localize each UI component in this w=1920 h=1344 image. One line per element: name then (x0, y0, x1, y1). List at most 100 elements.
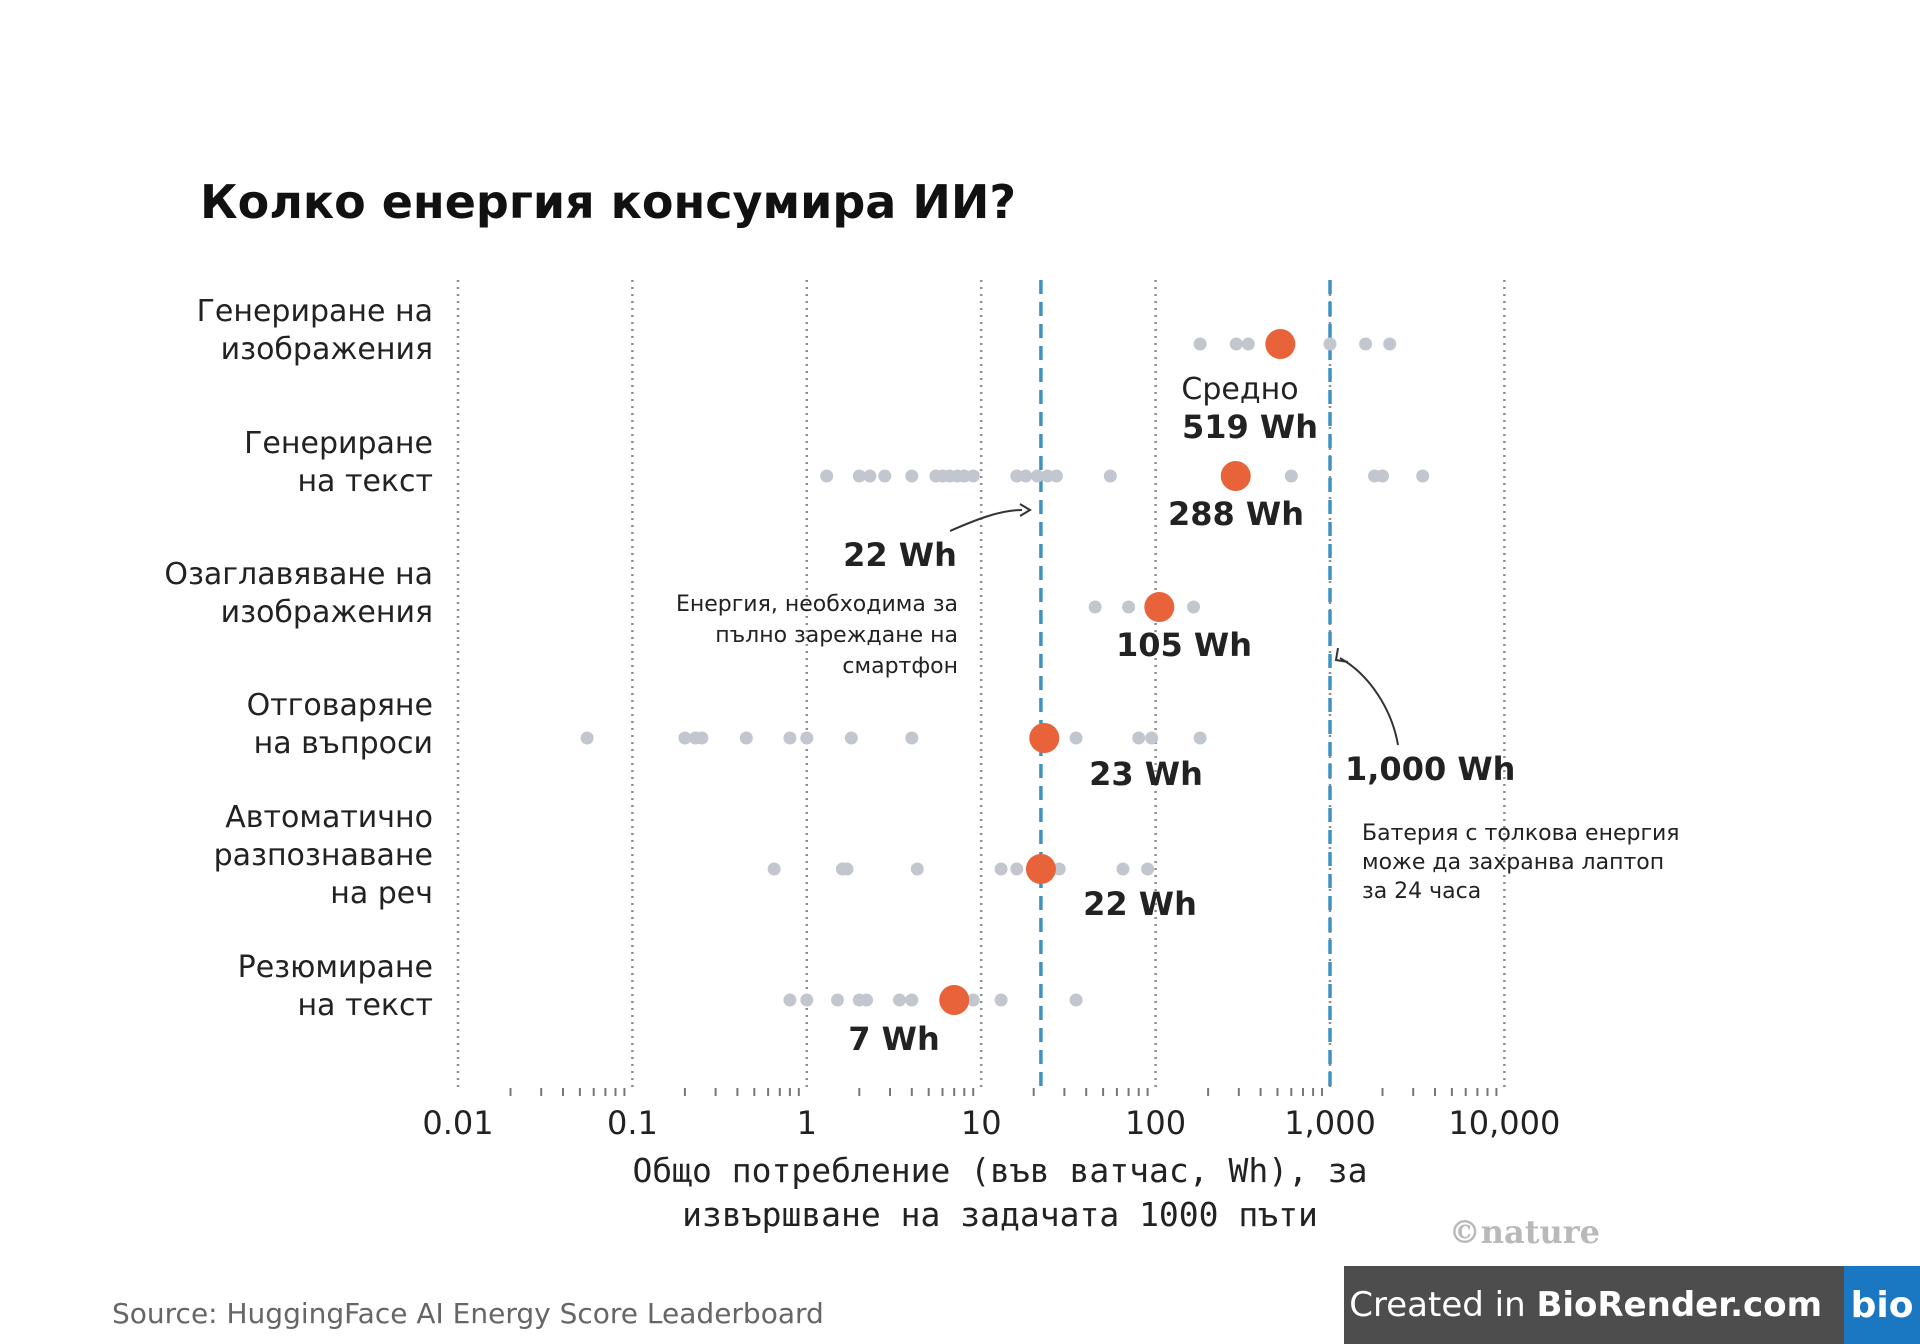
model-point (783, 993, 797, 1007)
x-tick-label: 100 (1125, 1104, 1186, 1142)
model-point (994, 862, 1008, 876)
model-point (852, 469, 866, 483)
model-point (1359, 337, 1373, 351)
model-point (1030, 469, 1044, 483)
model-point (860, 993, 874, 1007)
model-point (1229, 337, 1243, 351)
model-point (678, 731, 692, 745)
model-point (739, 731, 753, 745)
credit-brand: BioRender.com (1536, 1285, 1822, 1325)
x-axis: 0.01 0.1 1 10 100 1,000 10,000 Общо потребление… (422, 1088, 1560, 1234)
x-tick-label: 10 (961, 1104, 1002, 1142)
model-point (994, 993, 1008, 1007)
category-label: изображения (221, 332, 433, 367)
annotation-arrowhead (1334, 647, 1349, 663)
model-point (1019, 469, 1033, 483)
average-point (1220, 461, 1251, 491)
value-label: 7 Wh (848, 1020, 939, 1058)
average-point (1029, 723, 1060, 753)
category-label: Отговаряне (247, 688, 433, 723)
model-point (1116, 862, 1130, 876)
model-point (1241, 337, 1255, 351)
biorender-credit[interactable]: Created in BioRender.com bio (1344, 1266, 1920, 1344)
model-point (580, 731, 594, 745)
average-point (1144, 592, 1175, 622)
grid (456, 280, 1506, 1090)
model-point (783, 731, 797, 745)
category-label: на текст (297, 464, 433, 499)
x-tick-label: 0.1 (607, 1104, 658, 1142)
model-point (1416, 469, 1430, 483)
reference-label: 22 Wh (843, 536, 957, 574)
value-label: 519 Wh (1182, 408, 1318, 446)
value-label: 105 Wh (1116, 626, 1252, 664)
model-point (1193, 337, 1207, 351)
model-point (800, 993, 814, 1007)
source-note: Source: HuggingFace AI Energy Score Lead… (112, 1297, 824, 1330)
model-point (1122, 600, 1136, 614)
reference-note: за 24 часа (1362, 879, 1481, 904)
model-point (957, 469, 971, 483)
average-point (1025, 854, 1056, 884)
model-point (878, 469, 892, 483)
model-point (892, 993, 906, 1007)
value-label: 288 Wh (1168, 495, 1304, 533)
model-point (1069, 731, 1083, 745)
model-point (1132, 731, 1146, 745)
model-point (1145, 731, 1159, 745)
model-point (1141, 862, 1155, 876)
model-point (1187, 600, 1201, 614)
category-label: Генериране (244, 426, 433, 461)
model-point (1010, 469, 1024, 483)
model-point (800, 731, 814, 745)
x-tick-label: 1,000 (1284, 1104, 1376, 1142)
model-point (905, 731, 919, 745)
model-point (910, 862, 924, 876)
value-label: 22 Wh (1083, 885, 1197, 923)
model-point (1069, 993, 1083, 1007)
reference-label: 1,000 Wh (1345, 750, 1515, 788)
annotation-arrowhead (1019, 503, 1032, 517)
biorender-logo: bio (1844, 1266, 1920, 1344)
model-point (1041, 469, 1055, 483)
model-point (831, 993, 845, 1007)
average-point (1265, 329, 1296, 359)
model-point (863, 469, 877, 483)
value-label: Средно (1181, 372, 1298, 407)
model-point (1010, 862, 1024, 876)
average-point (939, 985, 970, 1015)
category-label: изображения (221, 595, 433, 630)
model-point (1284, 469, 1298, 483)
reference-note: пълно зареждане на (715, 623, 958, 648)
model-point (1049, 469, 1063, 483)
reference-lines (1039, 280, 1332, 1090)
model-point (966, 469, 980, 483)
x-tick-label: 10,000 (1448, 1104, 1560, 1142)
model-point (1375, 469, 1389, 483)
model-point (695, 731, 709, 745)
model-point (905, 993, 919, 1007)
category-label: Озаглавяване на (164, 557, 433, 592)
chart-title: Колко енергия консумира ИИ? (200, 175, 1016, 229)
category-label: на реч (330, 876, 433, 911)
average-points (939, 329, 1296, 1015)
model-points (580, 337, 1430, 1007)
model-point (1088, 600, 1102, 614)
annotation-arrow (1339, 657, 1399, 746)
x-axis-label: извършване на задачата 1000 пъти (682, 1195, 1318, 1234)
category-label: на въпроси (254, 726, 433, 761)
nature-logo: ©nature (1449, 1213, 1600, 1251)
credit-text: Created in BioRender.com (1344, 1285, 1844, 1325)
reference-note: смартфон (842, 654, 958, 679)
model-point (820, 469, 834, 483)
x-tick-label: 1 (797, 1104, 817, 1142)
model-point (844, 731, 858, 745)
credit-prefix: Created in (1349, 1285, 1537, 1325)
reference-note: Батерия с толкова енергия (1362, 821, 1680, 846)
reference-note: може да захранва лаптоп (1362, 850, 1664, 875)
category-label: Автоматично (225, 800, 433, 835)
model-point (1193, 731, 1207, 745)
model-point (1383, 337, 1397, 351)
